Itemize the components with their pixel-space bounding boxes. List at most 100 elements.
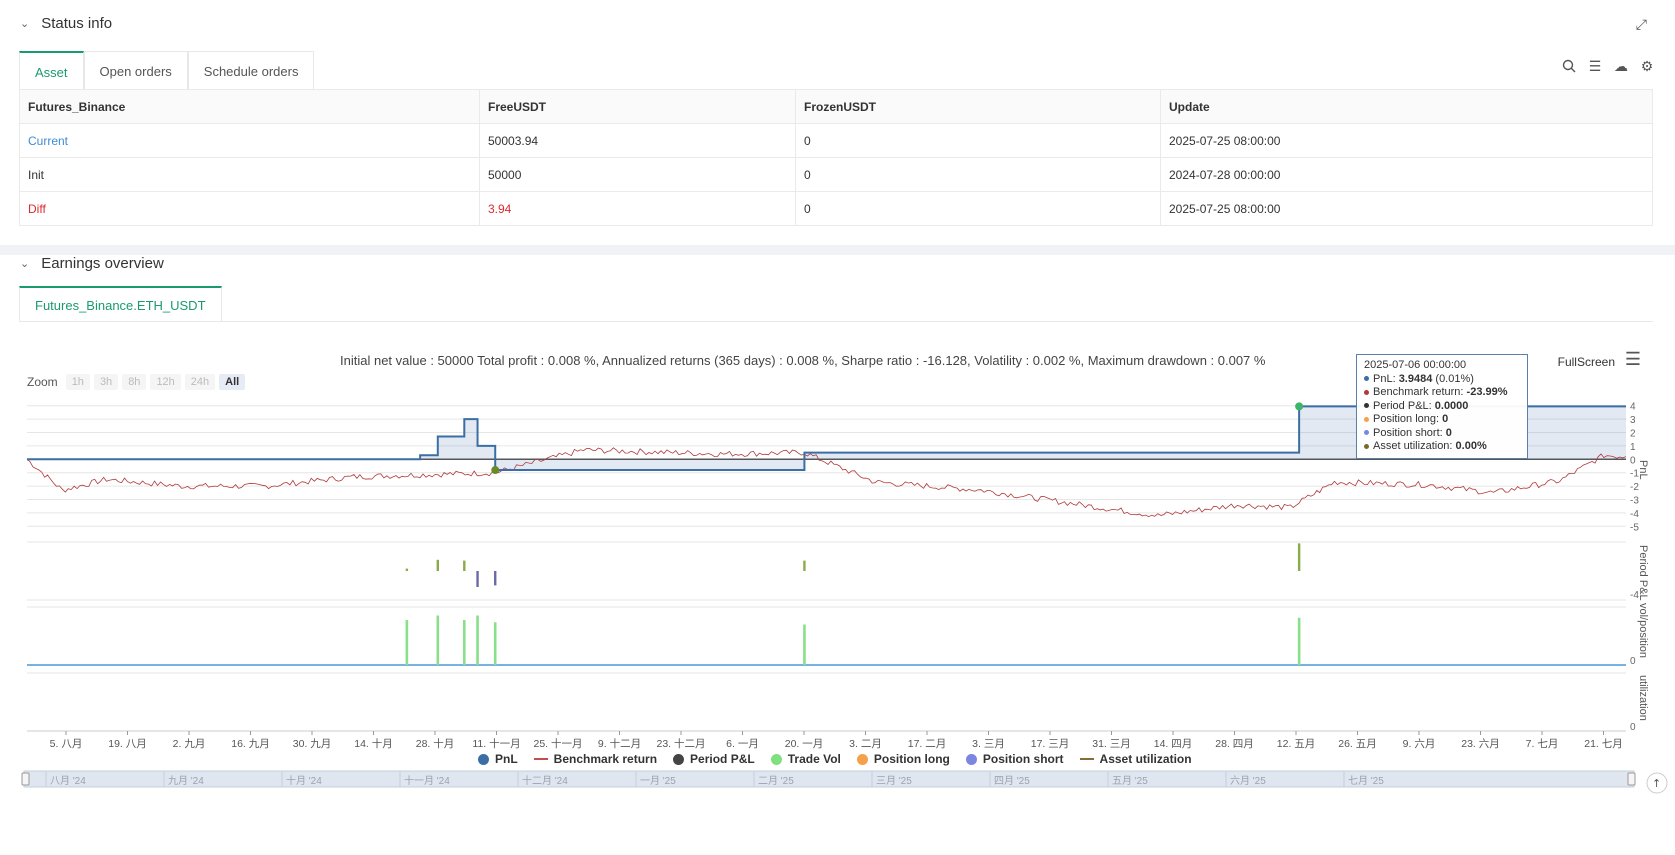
tooltip-row: Asset utilization: 0.00%	[1364, 440, 1520, 454]
gear-icon[interactable]: ⚙	[1640, 57, 1654, 74]
x-tick-label: 16. 九月	[231, 738, 270, 750]
x-tick-label: 31. 三月	[1092, 738, 1131, 750]
period-pnl-bar	[494, 571, 497, 586]
fullscreen-button[interactable]: FullScreen	[1557, 355, 1615, 369]
legend-item[interactable]: Position short	[965, 752, 1064, 766]
tab-open-orders[interactable]: Open orders	[83, 51, 188, 90]
pnl-tick-label: 0	[1630, 455, 1636, 466]
x-tick-label: 26. 五月	[1338, 738, 1377, 750]
period-pnl-bar	[476, 571, 479, 587]
legend-item[interactable]: Position long	[856, 752, 950, 766]
row-label-current[interactable]: Current	[19, 123, 480, 158]
x-tick-label: 14. 四月	[1154, 738, 1193, 750]
zoom-label: Zoom	[27, 375, 58, 389]
column-header: Update	[1160, 89, 1653, 124]
trade-marker	[1295, 402, 1304, 411]
period-pnl-bar	[463, 560, 466, 571]
pnl-tick-label: 3	[1630, 415, 1636, 426]
zoom-selector: Zoom 1h 3h 8h 12h 24h All	[27, 374, 246, 390]
legend-item[interactable]: Benchmark return	[533, 752, 657, 766]
zoom-12h-button[interactable]: 12h	[150, 374, 181, 390]
pnl-tick-label: -5	[1630, 522, 1639, 533]
pnl-tick-label: -1	[1630, 469, 1639, 480]
vol-tick-label: 0	[1630, 656, 1636, 667]
status-info-panel: ⌄ Status info ⤢ Asset Open orders Schedu…	[0, 0, 1675, 245]
zoom-all-button[interactable]: All	[219, 374, 246, 390]
status-tabs: Asset Open orders Schedule orders	[19, 51, 315, 91]
free-usdt-cell: 50003.94	[479, 123, 796, 158]
zoom-3h-button[interactable]: 3h	[93, 374, 119, 390]
asset-table: Futures_Binance FreeUSDT FrozenUSDT Upda…	[19, 89, 1653, 226]
scroll-top-button	[1646, 772, 1668, 794]
frozen-usdt-cell: 0	[795, 157, 1161, 192]
chart-menu-icon[interactable]: ☰	[1624, 349, 1641, 369]
zoom-1h-button[interactable]: 1h	[65, 374, 90, 390]
series-dot-icon	[1364, 389, 1369, 395]
trade-vol-bar	[493, 622, 497, 665]
tab-futures-binance-eth-usdt[interactable]: Futures_Binance.ETH_USDT	[19, 286, 222, 321]
frozen-usdt-cell: 0	[795, 191, 1161, 226]
x-tick-label: 28. 四月	[1215, 738, 1254, 750]
update-cell: 2025-07-25 08:00:00	[1160, 123, 1653, 158]
legend-item[interactable]: Trade Vol	[770, 752, 841, 766]
collapse-fullscreen-icon[interactable]: ⤢	[1635, 16, 1647, 32]
tab-schedule-orders[interactable]: Schedule orders	[187, 51, 315, 90]
x-tick-label: 9. 十二月	[598, 737, 641, 750]
pnl-tick-label: -4	[1630, 509, 1639, 520]
x-tick-label: 23. 十二月	[656, 737, 705, 750]
cloud-download-icon[interactable]: ☁	[1614, 57, 1628, 74]
pnl-tick-label: -3	[1630, 496, 1639, 507]
pnl-area	[27, 406, 1626, 471]
tab-asset[interactable]: Asset	[19, 51, 84, 90]
dot-swatch-icon	[856, 753, 868, 765]
navigator-tick-label: 三月 '25	[876, 775, 912, 787]
chevron-down-icon[interactable]: ⌄	[20, 258, 30, 270]
table-row: Init 50000 0 2024-07-28 00:00:00	[19, 157, 1653, 192]
status-info-header[interactable]: ⌄ Status info	[20, 15, 112, 32]
earnings-overview-header[interactable]: ⌄ Earnings overview	[20, 255, 164, 272]
x-tick-label: 23. 六月	[1461, 738, 1500, 750]
x-tick-label: 30. 九月	[293, 738, 332, 750]
dot-swatch-icon	[673, 753, 685, 765]
x-tick-label: 2. 九月	[173, 738, 206, 750]
period-tick-label: -4	[1630, 590, 1639, 601]
navigator-tick-label: 十一月 '24	[404, 774, 450, 787]
navigator-tick-label: 十月 '24	[286, 774, 322, 787]
search-icon[interactable]	[1561, 58, 1577, 74]
legend-item[interactable]: PnL	[478, 752, 518, 766]
frozen-usdt-cell: 0	[795, 123, 1161, 158]
navigator-tick-label: 九月 '24	[168, 775, 204, 787]
tooltip-date: 2025-07-06 00:00:00	[1364, 359, 1467, 371]
free-usdt-cell: 3.94	[479, 191, 796, 226]
row-label-init: Init	[19, 157, 480, 192]
navigator-tick-label: 一月 '25	[640, 775, 676, 787]
legend-item[interactable]: Period P&L	[673, 752, 755, 766]
free-usdt-cell: 50000	[479, 157, 796, 192]
x-tick-label: 25. 十一月	[533, 737, 582, 750]
x-tick-label: 3. 三月	[972, 738, 1005, 750]
x-tick-label: 19. 八月	[108, 738, 147, 750]
chart-tooltip: 2025-07-06 00:00:00 PnL: 3.9484 (0.01%) B…	[1356, 354, 1528, 459]
tooltip-row: Position short: 0	[1364, 427, 1520, 441]
row-label-diff: Diff	[19, 191, 480, 226]
update-cell: 2025-07-25 08:00:00	[1160, 191, 1653, 226]
x-tick-label: 11. 十一月	[472, 737, 520, 750]
pnl-tick-label: -2	[1630, 482, 1639, 493]
legend-item[interactable]: Asset utilization	[1079, 752, 1192, 766]
chevron-down-icon[interactable]: ⌄	[20, 18, 30, 30]
x-tick-label: 3. 二月	[849, 738, 882, 750]
dot-swatch-icon	[770, 753, 782, 765]
zoom-24h-button[interactable]: 24h	[184, 374, 216, 390]
table-header-row: Futures_Binance FreeUSDT FrozenUSDT Upda…	[19, 89, 1653, 124]
x-tick-label: 5. 八月	[50, 738, 83, 750]
navigator-tick-label: 二月 '25	[758, 775, 794, 787]
x-tick-label: 21. 七月	[1584, 738, 1623, 750]
earnings-overview-title: Earnings overview	[41, 255, 164, 272]
series-dot-icon	[1364, 443, 1369, 449]
list-icon[interactable]: ☰	[1588, 57, 1602, 74]
arrow-up-icon: ↑	[1652, 777, 1661, 790]
navigator-tick-label: 五月 '25	[1112, 775, 1148, 787]
zoom-8h-button[interactable]: 8h	[122, 374, 147, 390]
column-header: FrozenUSDT	[795, 89, 1161, 124]
